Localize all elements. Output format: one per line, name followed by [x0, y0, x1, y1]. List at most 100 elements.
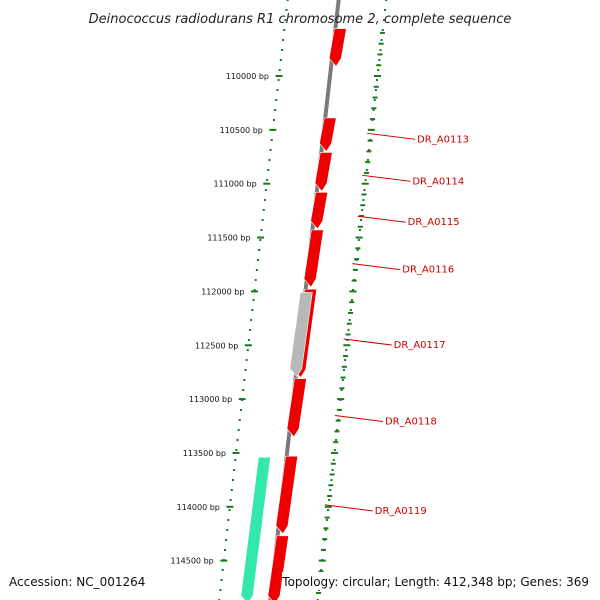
ruler-dot [376, 79, 379, 81]
ruler-dot [263, 199, 266, 201]
ruler-dot [250, 319, 253, 321]
ruler-dot [257, 259, 260, 261]
bp-label: 114500 bp [170, 557, 213, 566]
ruler-dot [347, 329, 350, 331]
ruler-tick [320, 548, 326, 551]
ruler-dot [252, 299, 255, 301]
ruler-dot [233, 469, 236, 471]
ruler-tick [341, 365, 347, 368]
ruler-tick [330, 462, 336, 465]
ruler-dot [261, 219, 264, 221]
gene-feature [328, 28, 347, 67]
ruler-dot [242, 389, 245, 391]
ruler-dot [361, 209, 364, 211]
bp-label: 112000 bp [201, 287, 244, 296]
ruler-ticks [220, 31, 385, 594]
ruler-dot [246, 349, 249, 351]
bp-label: 112500 bp [195, 341, 238, 350]
ruler-dot [262, 209, 265, 211]
ruler-dot [225, 539, 228, 541]
ruler-tick [346, 322, 352, 325]
gene-label-group: DR_A0113 DR_A0114 DR_A0115 DR_A0116 DR_A0117… [324, 132, 469, 517]
ruler-tick [355, 236, 363, 239]
ruler-dot [265, 189, 268, 191]
summary-text: Topology: circular; Length: 412,348 bp; … [281, 575, 589, 589]
ruler-dot [379, 49, 382, 51]
ruler-tick [343, 355, 349, 358]
gene-label: DR_A0113 [417, 134, 469, 145]
ruler-tick [377, 53, 383, 56]
ruler-tick [334, 430, 340, 433]
bp-label: 113500 bp [183, 449, 226, 458]
ruler-tick [366, 150, 372, 153]
bp-label-group: 110000 bp 110500 bp 111000 bp 111500 bp 1120… [170, 72, 269, 566]
ruler-dot [356, 249, 359, 251]
ruler-dot [342, 369, 345, 371]
ruler-dot [357, 239, 360, 241]
ruler-tick [372, 96, 378, 99]
ruler-tick [257, 236, 265, 239]
ruler-tick [238, 398, 246, 401]
ruler-dot [253, 289, 256, 291]
ruler-tick [316, 591, 322, 594]
ruler-tick [370, 118, 376, 121]
ruler-dot [360, 219, 363, 221]
gene-leader-line [352, 263, 401, 271]
ruler-tick [361, 193, 367, 196]
ruler-dot [380, 39, 383, 41]
ruler-tick [327, 495, 333, 498]
ruler-tick [365, 161, 371, 164]
ruler-tick [352, 268, 358, 271]
ruler-tick [318, 570, 324, 573]
ruler-dot [324, 529, 327, 531]
ruler-dot [350, 299, 353, 301]
ruler-tick [318, 559, 326, 562]
ruler-tick [345, 333, 351, 336]
ruler-tick [339, 387, 345, 390]
ruler-dot [223, 549, 226, 551]
ruler-tick [374, 75, 381, 77]
ruler-dot [226, 529, 229, 531]
ruler-dot [327, 509, 330, 511]
ruler-tick [336, 408, 342, 411]
ruler-dot [270, 139, 273, 141]
ruler-dot [260, 229, 263, 231]
ruler-dot [374, 89, 377, 91]
ruler-dot [266, 179, 269, 181]
ruler-dot [284, 19, 287, 21]
gene-label: DR_A0119 [375, 506, 427, 517]
ruler-tick [333, 441, 339, 444]
gene-feature [240, 456, 271, 600]
ruler-dot [345, 349, 348, 351]
ruler-dot [268, 159, 271, 161]
gene-leader-line [362, 174, 411, 182]
ruler-dot [362, 199, 365, 201]
ruler-dot [373, 99, 376, 101]
footer-left-background [6, 572, 158, 590]
ruler-tick [340, 376, 346, 379]
ruler-dot [382, 19, 385, 21]
ruler-dot [244, 369, 247, 371]
ruler-tick [322, 538, 328, 541]
ruler-tick [373, 85, 379, 88]
gene-feature [275, 455, 299, 535]
ruler-tick [357, 225, 363, 228]
gene-feature [286, 378, 307, 438]
bp-label: 113000 bp [189, 395, 232, 404]
ruler-dot [377, 69, 380, 71]
gene-label: DR_A0116 [402, 265, 454, 276]
ruler-dot [344, 359, 347, 361]
ruler-dot [251, 309, 254, 311]
ruler-dot [320, 569, 323, 571]
ruler-tick [355, 247, 361, 250]
gene-label: DR_A0118 [385, 416, 437, 427]
gene-label: DR_A0117 [394, 340, 446, 351]
ruler-tick [324, 505, 332, 508]
ruler-dot [332, 459, 335, 461]
ruler-tick [331, 451, 339, 454]
ruler-dot [341, 379, 344, 381]
ruler-tick [367, 128, 375, 131]
gene-leader-line [324, 504, 373, 512]
ruler-dot [235, 449, 238, 451]
